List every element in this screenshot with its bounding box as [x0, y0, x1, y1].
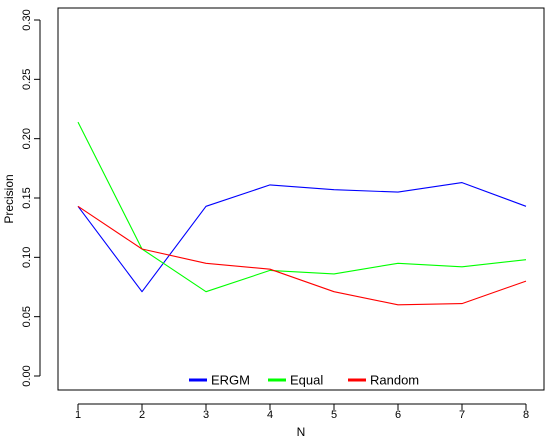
legend-label-ergm: ERGM [211, 373, 250, 388]
y-tick-label: 0.05 [21, 306, 33, 327]
plot-frame [58, 8, 544, 390]
y-tick-label: 0.20 [21, 128, 33, 149]
x-axis-label: N [297, 425, 306, 439]
x-axis: 1 2 3 4 5 6 7 8 [75, 404, 529, 421]
x-tick-label: 6 [395, 409, 401, 421]
series-layer [78, 122, 526, 305]
y-axis: 0.00 0.05 0.10 0.15 0.20 0.25 0.30 [21, 9, 40, 386]
y-tick-label: 0.15 [21, 187, 33, 208]
legend-label-random: Random [370, 373, 419, 388]
x-tick-label: 8 [523, 409, 529, 421]
x-tick-label: 1 [75, 409, 81, 421]
series-line-ergm [78, 183, 526, 292]
x-tick-label: 5 [331, 409, 337, 421]
x-tick-label: 7 [459, 409, 465, 421]
legend-label-equal: Equal [290, 373, 323, 388]
series-line-equal [78, 122, 526, 292]
y-axis-label: Precision [2, 174, 16, 223]
legend: ERGM Equal Random [189, 373, 419, 388]
series-line-random [78, 206, 526, 304]
y-tick-label: 0.10 [21, 247, 33, 268]
y-tick-label: 0.25 [21, 69, 33, 90]
x-tick-label: 4 [267, 409, 273, 421]
x-tick-label: 3 [203, 409, 209, 421]
x-tick-label: 2 [139, 409, 145, 421]
y-tick-label: 0.00 [21, 365, 33, 386]
y-tick-label: 0.30 [21, 9, 33, 30]
